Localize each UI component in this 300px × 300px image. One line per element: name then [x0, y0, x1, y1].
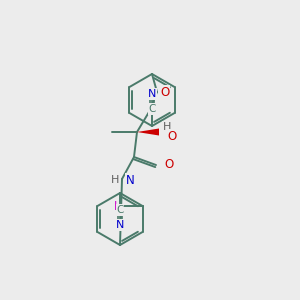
Text: N: N [148, 89, 156, 99]
Polygon shape [137, 128, 159, 136]
Text: H: H [111, 175, 119, 185]
Text: I: I [114, 200, 118, 212]
Text: O: O [167, 130, 176, 142]
Text: C: C [116, 205, 124, 215]
Text: H: H [163, 122, 171, 132]
Text: O: O [164, 158, 173, 172]
Text: O: O [160, 85, 169, 98]
Text: C: C [148, 104, 156, 114]
Text: N: N [126, 173, 135, 187]
Text: N: N [116, 220, 124, 230]
